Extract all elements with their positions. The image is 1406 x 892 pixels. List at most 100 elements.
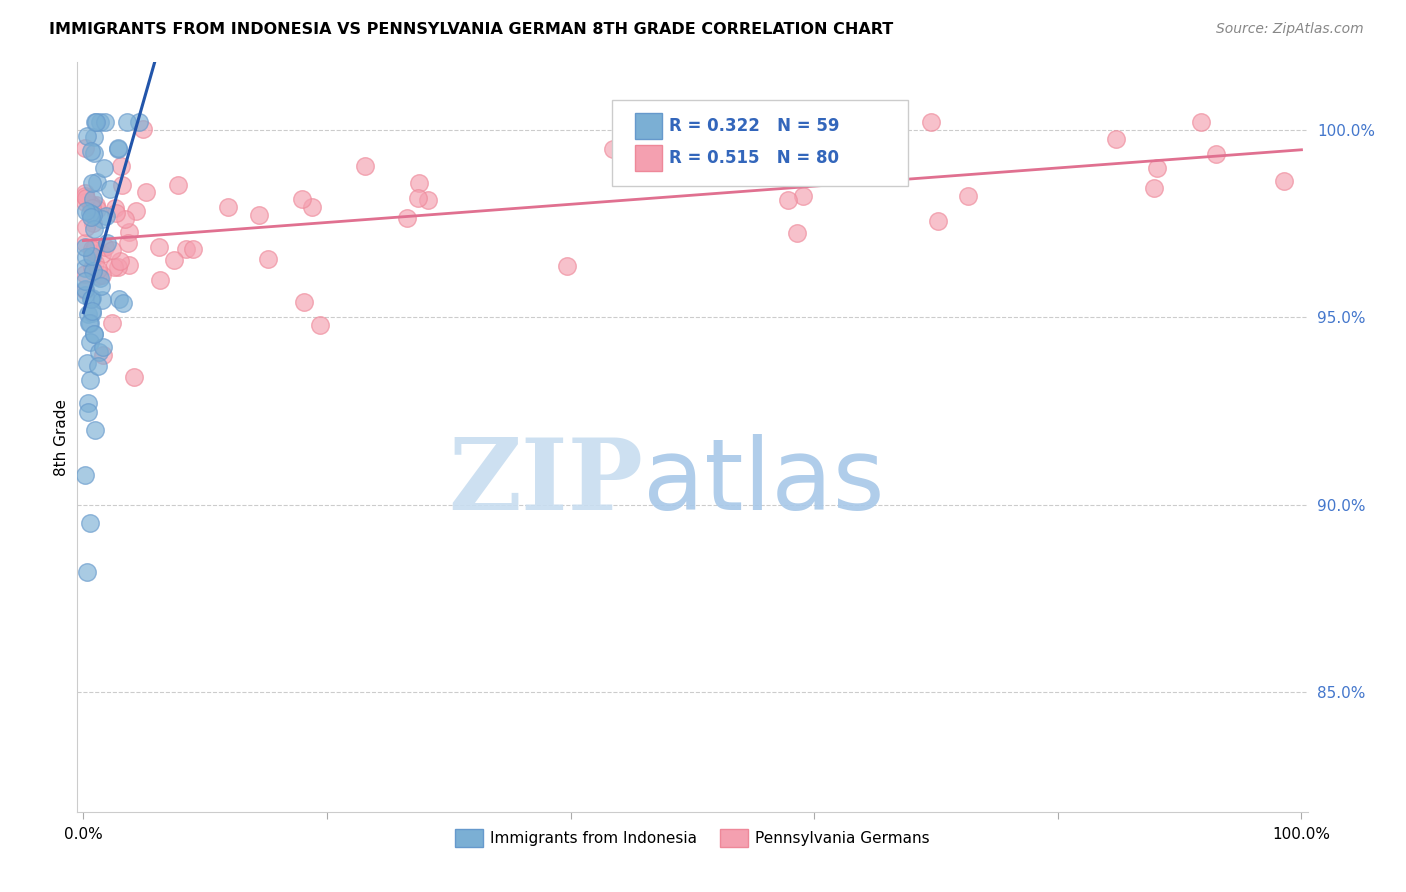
Point	[77, 316, 100, 330]
Point	[84, 240, 107, 254]
Point	[73, 267, 96, 281]
Point	[73, 186, 96, 201]
Point	[111, 296, 134, 310]
Point	[163, 252, 186, 267]
Point	[778, 193, 800, 207]
Point	[167, 178, 190, 192]
Point	[82, 260, 104, 275]
Point	[91, 293, 114, 307]
Point	[131, 122, 153, 136]
Point	[91, 268, 114, 282]
Point	[148, 240, 170, 254]
Point	[80, 303, 103, 318]
Point	[84, 256, 107, 270]
Point	[73, 274, 96, 288]
Point	[82, 306, 104, 320]
Point	[174, 242, 197, 256]
Point	[1105, 132, 1128, 146]
Point	[107, 141, 129, 155]
Point	[76, 356, 98, 370]
Point	[927, 214, 949, 228]
Point	[90, 279, 112, 293]
Point	[406, 191, 429, 205]
Point	[79, 206, 101, 220]
Text: Source: ZipAtlas.com: Source: ZipAtlas.com	[1216, 22, 1364, 37]
Point	[80, 198, 103, 212]
Point	[80, 201, 103, 215]
Point	[768, 153, 790, 167]
Point	[80, 293, 103, 307]
Point	[823, 170, 845, 185]
Point	[76, 129, 98, 144]
Point	[87, 344, 110, 359]
Point	[75, 250, 97, 264]
Point	[73, 282, 96, 296]
Point	[1272, 174, 1295, 188]
Point	[98, 182, 121, 196]
Point	[80, 198, 103, 212]
Point	[124, 370, 146, 384]
Point	[301, 200, 323, 214]
Point	[80, 211, 103, 225]
Point	[83, 326, 105, 341]
Point	[218, 200, 240, 214]
Point	[93, 161, 115, 175]
Point	[82, 208, 104, 222]
Point	[408, 176, 430, 190]
Point	[80, 242, 103, 256]
Point	[107, 142, 129, 156]
Text: ZIP: ZIP	[449, 434, 644, 531]
Point	[291, 193, 314, 207]
Point	[84, 115, 107, 129]
Bar	[634, 113, 662, 139]
Point	[104, 202, 127, 216]
Point	[79, 334, 101, 349]
Text: atlas: atlas	[644, 434, 884, 531]
Point	[77, 395, 100, 409]
Point	[73, 141, 96, 155]
Point	[110, 159, 132, 173]
Point	[86, 198, 108, 212]
Point	[103, 260, 125, 275]
Point	[73, 240, 96, 254]
Point	[555, 260, 578, 274]
Point	[82, 216, 104, 230]
Point	[257, 252, 280, 267]
Point	[700, 153, 723, 168]
Text: IMMIGRANTS FROM INDONESIA VS PENNSYLVANIA GERMAN 8TH GRADE CORRELATION CHART: IMMIGRANTS FROM INDONESIA VS PENNSYLVANI…	[49, 22, 893, 37]
Point	[1143, 181, 1166, 195]
Point	[82, 192, 104, 206]
Point	[75, 191, 97, 205]
Point	[83, 327, 105, 342]
Point	[83, 222, 105, 236]
Point	[100, 244, 122, 258]
Point	[91, 211, 114, 226]
Point	[79, 316, 101, 330]
Y-axis label: 8th Grade: 8th Grade	[53, 399, 69, 475]
Point	[181, 242, 204, 256]
Point	[786, 226, 808, 240]
Point	[125, 204, 148, 219]
Point	[128, 115, 150, 129]
Point	[114, 212, 136, 227]
Point	[111, 178, 134, 193]
Point	[149, 273, 172, 287]
Point	[77, 307, 100, 321]
Point	[418, 193, 440, 207]
Point	[1189, 115, 1212, 129]
Point	[108, 254, 131, 268]
Point	[75, 194, 97, 209]
Point	[91, 340, 114, 354]
Point	[76, 565, 98, 579]
Point	[292, 294, 315, 309]
Point	[86, 269, 108, 284]
Point	[86, 174, 108, 188]
Point	[117, 115, 139, 129]
Point	[87, 359, 110, 373]
Point	[73, 288, 96, 302]
Point	[83, 145, 105, 160]
Point	[79, 373, 101, 387]
Point	[135, 186, 157, 200]
FancyBboxPatch shape	[613, 100, 908, 186]
Text: R = 0.322   N = 59: R = 0.322 N = 59	[669, 118, 839, 136]
